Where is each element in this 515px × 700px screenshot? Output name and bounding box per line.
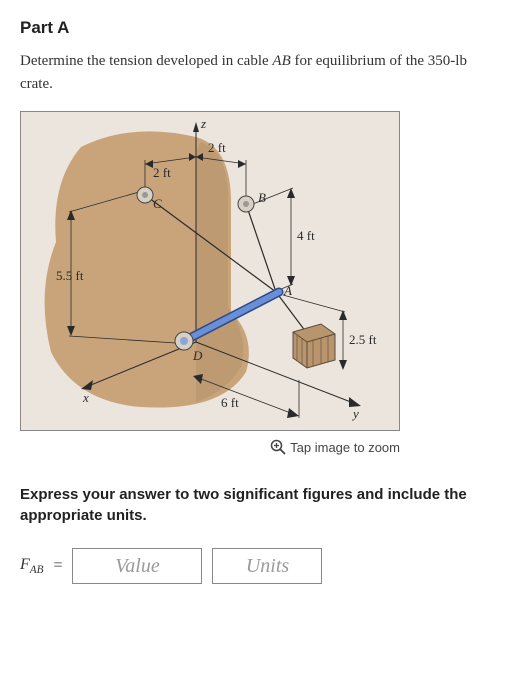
axis-z-label: z	[200, 116, 206, 131]
dim-arrow	[287, 408, 299, 418]
prompt-text: crate.	[20, 76, 53, 92]
wall-shadow	[196, 142, 243, 402]
problem-prompt: Determine the tension developed in cable…	[20, 50, 495, 95]
value-input[interactable]: Value	[72, 548, 202, 584]
zoom-icon	[270, 439, 286, 458]
equals-sign: =	[53, 557, 62, 575]
dim-top-right: 2 ft	[208, 140, 226, 155]
zoom-hint[interactable]: Tap image to zoom	[20, 439, 400, 458]
joint-b-inner	[243, 201, 249, 207]
point-b-label: B	[258, 190, 266, 205]
dim-arrow	[339, 360, 347, 370]
cable-name: AB	[272, 53, 290, 69]
part-title: Part A	[20, 18, 495, 38]
point-d-label: D	[192, 348, 203, 363]
cable-ab	[246, 204, 276, 292]
axis-z-arrow	[193, 122, 199, 132]
crate-icon	[293, 324, 335, 368]
answer-instructions: Express your answer to two significant f…	[20, 484, 495, 526]
prompt-unit: lb	[455, 53, 467, 69]
symbol-sub: AB	[30, 564, 44, 576]
dim-ext	[283, 295, 345, 312]
cable-crate	[276, 292, 306, 332]
dim-left: 5.5 ft	[56, 268, 84, 283]
point-c-label: C	[153, 196, 162, 211]
prompt-text: for equilibrium of the 350-	[291, 53, 456, 69]
dim-arrow	[238, 160, 246, 168]
dim-right: 4 ft	[297, 228, 315, 243]
units-input[interactable]: Units	[212, 548, 322, 584]
point-a-label: A	[283, 283, 292, 298]
joint-d-inner	[180, 337, 188, 345]
axis-x-label: x	[82, 390, 89, 405]
answer-symbol: FAB	[20, 556, 43, 576]
dim-bottom: 6 ft	[221, 395, 239, 410]
symbol-main: F	[20, 556, 30, 573]
axis-y-label: y	[351, 406, 359, 421]
zoom-text: Tap image to zoom	[290, 440, 400, 455]
answer-row: FAB = Value Units	[20, 548, 495, 584]
prompt-text: Determine the tension developed in cable	[20, 53, 272, 69]
dim-crate: 2.5 ft	[349, 332, 377, 347]
dim-top-left: 2 ft	[153, 165, 171, 180]
joint-c-inner	[142, 192, 148, 198]
figure-image[interactable]: z x y 2 ft 2 ft 4 ft 5.5 ft 6 ft 2.5 ft	[20, 111, 400, 431]
